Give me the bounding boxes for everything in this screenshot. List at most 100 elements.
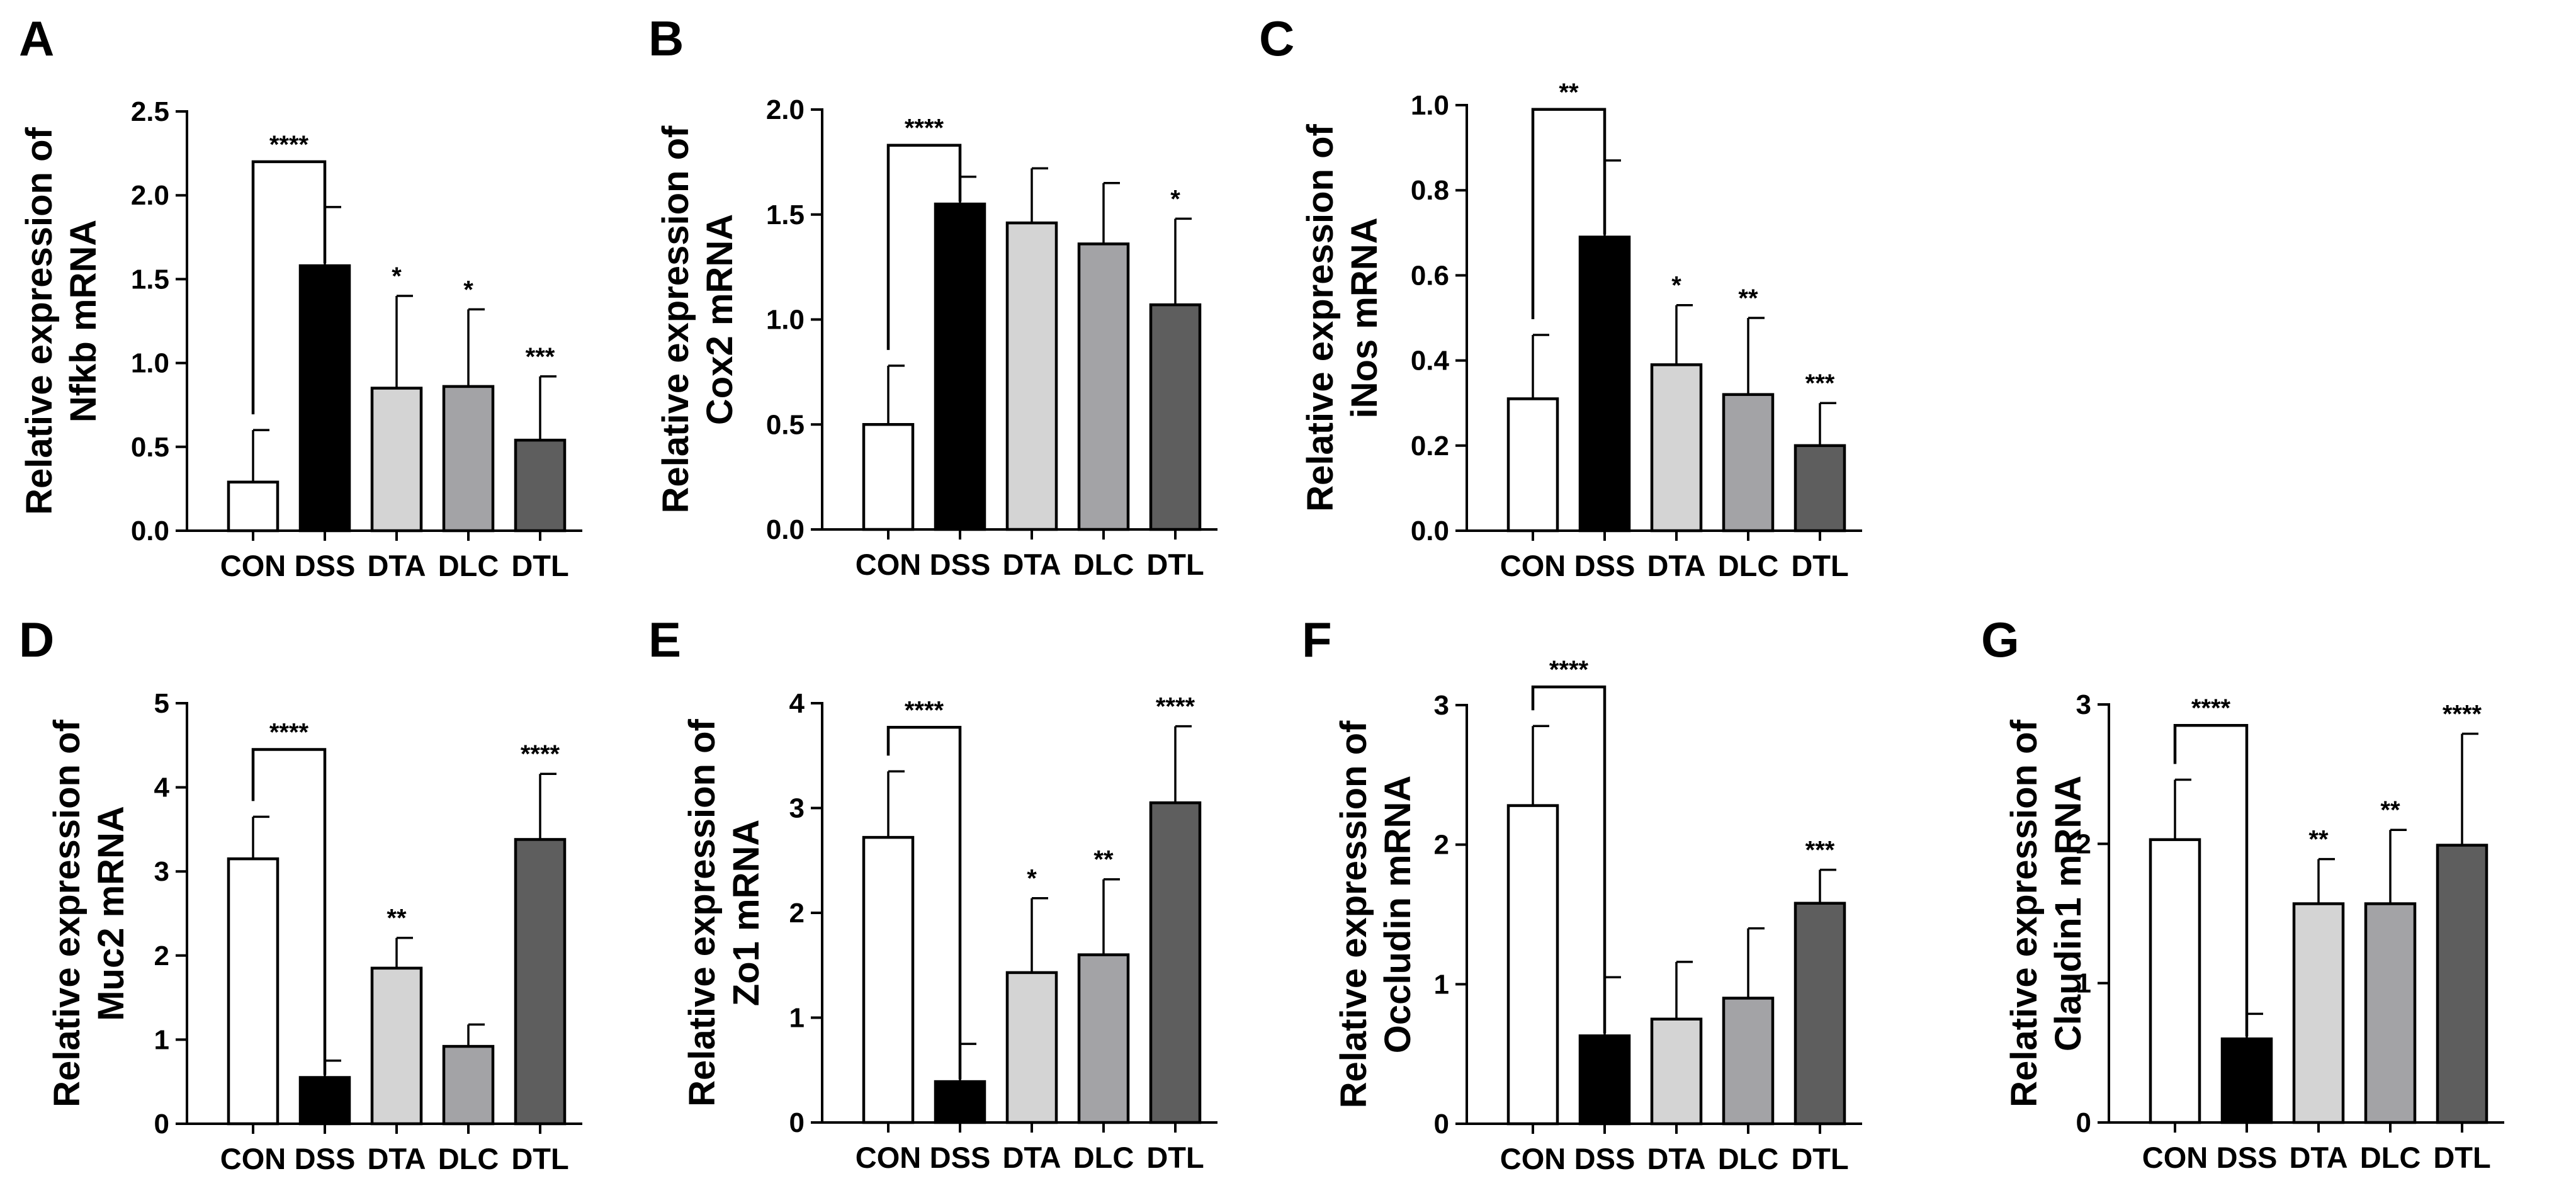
category-label-dlc: DLC (1718, 1142, 1779, 1175)
bar-dlc (442, 1044, 495, 1126)
significance-dta: ** (387, 905, 407, 932)
category-label-con: CON (1500, 549, 1566, 582)
y-tick-label: 3 (789, 793, 805, 824)
y-tick-label: 1.5 (131, 264, 169, 295)
category-label-con: CON (856, 1141, 921, 1174)
bracket-significance-label: **** (2191, 694, 2231, 722)
y-axis-label: Relative expression of Occludin mRNA (1333, 720, 1418, 1108)
bar-dta (2292, 902, 2345, 1124)
bar-dlc (1077, 953, 1130, 1124)
y-tick-label: 1.0 (131, 348, 169, 379)
panel-b: B Relative expression of Cox2 mRNA 0.0 0.5 1.… (648, 11, 1217, 581)
y-axis-label-line-1: Relative expression of (47, 719, 88, 1107)
bar-dta (370, 387, 423, 533)
bar-con (862, 423, 915, 531)
y-tick-label: 0.0 (766, 514, 805, 545)
panel-letter: F (1302, 612, 1332, 667)
bar-dta (1650, 363, 1703, 533)
significance-bracket (251, 160, 327, 415)
category-label-dss: DSS (295, 1142, 356, 1175)
category-label-dta: DTA (367, 1142, 426, 1175)
category-label-dss: DSS (1574, 1142, 1635, 1175)
category-label-con: CON (1500, 1142, 1566, 1175)
y-tick-label: 0.4 (1411, 346, 1450, 376)
bar-dlc (442, 385, 495, 533)
significance-dta: * (1027, 865, 1037, 893)
y-axis-label-line-2: Occludin mRNA (1377, 776, 1418, 1054)
y-tick-label: 4 (154, 772, 170, 803)
bar-dtl (1794, 444, 1846, 533)
significance-bracket (886, 144, 962, 350)
y-tick-label: 1.0 (1411, 90, 1449, 121)
y-tick-label: 1.0 (766, 305, 805, 336)
y-tick-label: 0 (789, 1107, 805, 1138)
category-label-dta: DTA (1002, 548, 1061, 581)
significance-dta: * (392, 263, 402, 290)
bar-dss (1578, 235, 1631, 533)
bracket-significance-label: **** (905, 696, 944, 724)
y-axis-label-line-1: Relative expression of (655, 125, 696, 513)
y-tick-label: 0 (2076, 1107, 2091, 1138)
category-label-dta: DTA (2289, 1141, 2347, 1174)
y-tick-label: 3 (154, 856, 169, 887)
category-label-dtl: DTL (1791, 1142, 1848, 1175)
bar-con (1506, 804, 1559, 1126)
y-tick-label: 0.0 (131, 516, 169, 546)
bar-dtl (514, 438, 567, 533)
y-tick-label: 2 (1434, 830, 1449, 861)
significance-dlc: * (463, 276, 473, 303)
panel-letter: G (1981, 612, 2020, 667)
significance-bracket (251, 748, 327, 1075)
bar-con (2149, 838, 2201, 1124)
bracket-significance-label: **** (269, 131, 309, 159)
y-tick-label: 2 (789, 898, 805, 929)
significance-dlc: ** (2380, 796, 2400, 824)
bar-con (1506, 397, 1559, 533)
bar-con (227, 480, 280, 533)
significance-dtl: **** (1156, 693, 1195, 721)
y-tick-label: 0.5 (766, 409, 805, 440)
bar-dss (1578, 1034, 1631, 1126)
significance-dlc: ** (1093, 846, 1114, 874)
category-label-con: CON (220, 1142, 286, 1175)
panel-letter: C (1259, 11, 1294, 66)
bracket-significance-label: **** (905, 115, 944, 142)
bar-dlc (2364, 902, 2417, 1124)
significance-dtl: *** (1805, 370, 1835, 397)
bracket-significance-label: ** (1559, 79, 1579, 106)
category-label-dss: DSS (930, 548, 991, 581)
y-axis-label-line-2: Claudin1 mRNA (2048, 776, 2089, 1051)
category-label-dta: DTA (1647, 1142, 1705, 1175)
y-axis-label: Relative expression of Nfkb mRNA (19, 127, 104, 514)
y-axis-label: Relative expression of Cox2 mRNA (655, 125, 740, 513)
panel-letter: E (648, 612, 681, 667)
y-axis-label-line-2: Nfkb mRNA (63, 220, 104, 422)
y-tick-label: 2.0 (131, 180, 169, 211)
bar-dta (370, 966, 423, 1126)
bar-dss (298, 264, 351, 533)
category-label-dss: DSS (2217, 1141, 2278, 1174)
bar-dtl (1149, 801, 1202, 1124)
category-label-dtl: DTL (1146, 548, 1204, 581)
y-tick-label: 3 (1434, 690, 1449, 721)
category-label-dlc: DLC (438, 1142, 499, 1175)
bar-dtl (1149, 303, 1202, 531)
y-axis-label-line-2: Cox2 mRNA (699, 214, 740, 425)
bar-dlc (1722, 997, 1775, 1126)
panel-c: C Relative expression of iNos mRNA 0.0 0.2 0.… (1259, 11, 1862, 582)
significance-dtl: * (1170, 185, 1180, 213)
y-tick-label: 1.5 (766, 200, 805, 230)
significance-bracket (886, 726, 962, 1080)
y-tick-label: 0.2 (1411, 431, 1449, 461)
category-label-dta: DTA (1002, 1141, 1061, 1174)
significance-bracket (1531, 108, 1607, 320)
y-axis-label-line-1: Relative expression of (682, 718, 723, 1106)
y-tick-label: 0.5 (131, 432, 169, 463)
category-label-dlc: DLC (1073, 1141, 1134, 1174)
y-axis-label: Relative expression of Muc2 mRNA (47, 719, 132, 1107)
y-tick-label: 5 (154, 688, 169, 719)
significance-dtl: *** (526, 343, 555, 371)
